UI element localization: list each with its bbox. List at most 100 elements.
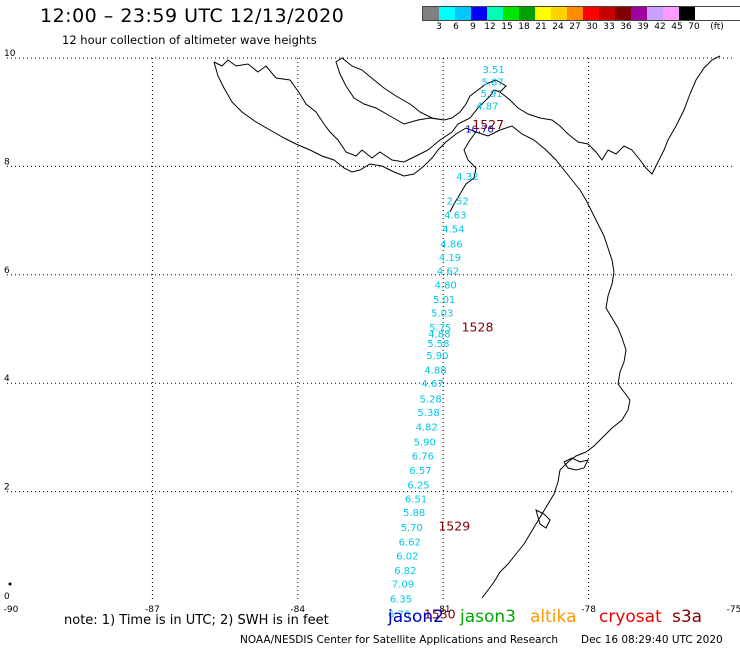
wave-height-label: 5.87 (482, 77, 504, 88)
wave-height-label: 4.67 (421, 379, 443, 390)
wave-height-label: 5.01 (433, 295, 455, 306)
legend-label: 36 (620, 22, 632, 32)
wave-height-label: 5.58 (427, 339, 449, 350)
legend-swatch (679, 7, 695, 20)
legend-label: 27 (569, 22, 581, 32)
coastline-colombia-north (499, 55, 721, 175)
legend-label: 24 (552, 22, 564, 32)
wave-height-label: 6.62 (399, 537, 421, 548)
x-tick-label: -87 (145, 605, 160, 615)
y-tick-label: 4 (4, 374, 10, 384)
wave-height-label: 5.70 (401, 523, 423, 534)
legend-label: 6 (453, 22, 459, 32)
y-tick-label: 6 (4, 266, 10, 276)
wave-height-label: 2.52 (447, 197, 469, 208)
wave-height-label: 4.88 (428, 329, 450, 340)
wave-height-label: 5.75 (429, 323, 451, 334)
wave-height-label: 4.62 (437, 266, 459, 277)
pass-time-label: 1527 (472, 117, 504, 132)
credit-line: NOAA/NESDIS Center for Satellite Applica… (240, 634, 558, 646)
wave-height-label: 4.19 (439, 253, 461, 264)
legend-label: 12 (484, 22, 496, 32)
satellite-altika: altika (530, 607, 577, 627)
legend-swatch (503, 7, 519, 20)
wave-height-label: 5.90 (414, 438, 436, 449)
legend-label: 33 (603, 22, 615, 32)
chart-title: 12:00 – 23:59 UTC 12/13/2020 (40, 5, 345, 27)
legend-label: 42 (654, 22, 666, 32)
satellite-jason2: jason2 (388, 607, 444, 627)
wave-height-label: 6.25 (407, 481, 429, 492)
wave-height-label: 4.80 (434, 281, 456, 292)
wave-height-track: 3.515.875.91 4.87 10.70 4.32 2.52 4.63 4.54 4.8… (388, 65, 505, 621)
wave-height-label: 6.02 (396, 552, 418, 563)
legend-swatch (647, 7, 663, 20)
pass-time-labels: 1527 1528 1529 1530 (424, 117, 504, 621)
legend-swatch (535, 7, 551, 20)
legend-swatch (583, 7, 599, 20)
wave-height-label: 4.54 (442, 225, 464, 236)
wave-height-label: 5.91 (481, 89, 503, 100)
wave-height-label: 6.57 (409, 466, 431, 477)
coastline-caribbean (213, 57, 507, 163)
wave-height-label: 5.38 (418, 408, 440, 419)
pass-time-label: 1530 (424, 607, 456, 622)
coastline-detail-2 (535, 509, 551, 529)
legend-swatch (567, 7, 583, 20)
generation-timestamp: Dec 16 08:29:40 UTC 2020 (581, 634, 723, 646)
legend-label: 18 (518, 22, 530, 32)
y-tick-label: 10 (4, 49, 16, 59)
wave-height-label: 4.86 (440, 239, 462, 250)
wave-height-label: 4.63 (444, 211, 466, 222)
wave-height-label: 6.35 (390, 594, 412, 605)
satellite-s3a: s3a (672, 607, 703, 627)
wave-height-label: 6.76 (412, 451, 434, 462)
wave-height-label: 10.70 (465, 124, 494, 135)
legend-label: 70 (688, 22, 700, 32)
chart-subtitle: 12 hour collection of altimeter wave hei… (62, 33, 317, 47)
legend-swatch (631, 7, 647, 20)
wave-height-label: 4.32 (456, 172, 478, 183)
legend-swatch (471, 7, 487, 20)
y-tick-label: 2 (4, 483, 10, 493)
legend-swatch (551, 7, 567, 20)
y-tick-label: 8 (4, 157, 10, 167)
legend-label: 39 (637, 22, 649, 32)
y-tick-label: 0 (4, 592, 10, 602)
x-tick-label: -75 (727, 605, 740, 615)
wave-height-label: 4.88 (424, 366, 446, 377)
pass-time-label: 1528 (462, 319, 494, 334)
coastline-detail (563, 457, 589, 471)
legend-swatch (663, 7, 679, 20)
coastline-pacific-panama (213, 61, 477, 213)
origin-marker (8, 582, 12, 586)
units-note: note: 1) Time is in UTC; 2) SWH is in fe… (64, 613, 329, 628)
x-tick-label: -90 (4, 605, 19, 615)
x-tick-label: -81 (436, 605, 451, 615)
x-tick-label: -78 (581, 605, 596, 615)
wave-height-label: 4.82 (416, 423, 438, 434)
legend-swatch (599, 7, 615, 20)
wave-height-label: 3.51 (482, 65, 504, 76)
satellite-cryosat: cryosat (599, 607, 662, 627)
wave-height-label: 5.88 (403, 508, 425, 519)
wave-height-label: 6.51 (405, 495, 427, 506)
legend-swatch (615, 7, 631, 20)
legend-label: 3 (436, 22, 442, 32)
legend-swatch (455, 7, 471, 20)
legend-label: 21 (535, 22, 547, 32)
legend-swatch (439, 7, 455, 20)
wave-height-label: 5.90 (426, 351, 448, 362)
x-tick-label: -84 (290, 605, 305, 615)
satellite-jason3: jason3 (460, 607, 516, 627)
color-scale-legend: 3 6 9 12 15 18 21 24 27 30 33 36 39 42 45 70 (ft) (422, 6, 740, 33)
legend-labels: 3 6 9 12 15 18 21 24 27 30 33 36 39 42 45 70 (ft) (422, 21, 740, 33)
coastline-colombia-pacific (475, 125, 631, 599)
wave-height-label: 4.87 (476, 102, 498, 113)
lat-lon-grid: -90 -87 -84 -81 -78 -75 0 2 4 6 8 10 (4, 49, 740, 615)
legend-label: 45 (671, 22, 683, 32)
legend-swatches (422, 6, 740, 21)
legend-swatch (423, 7, 439, 20)
wave-height-label: 6.82 (394, 566, 416, 577)
wave-height-label: 5.28 (419, 394, 441, 405)
